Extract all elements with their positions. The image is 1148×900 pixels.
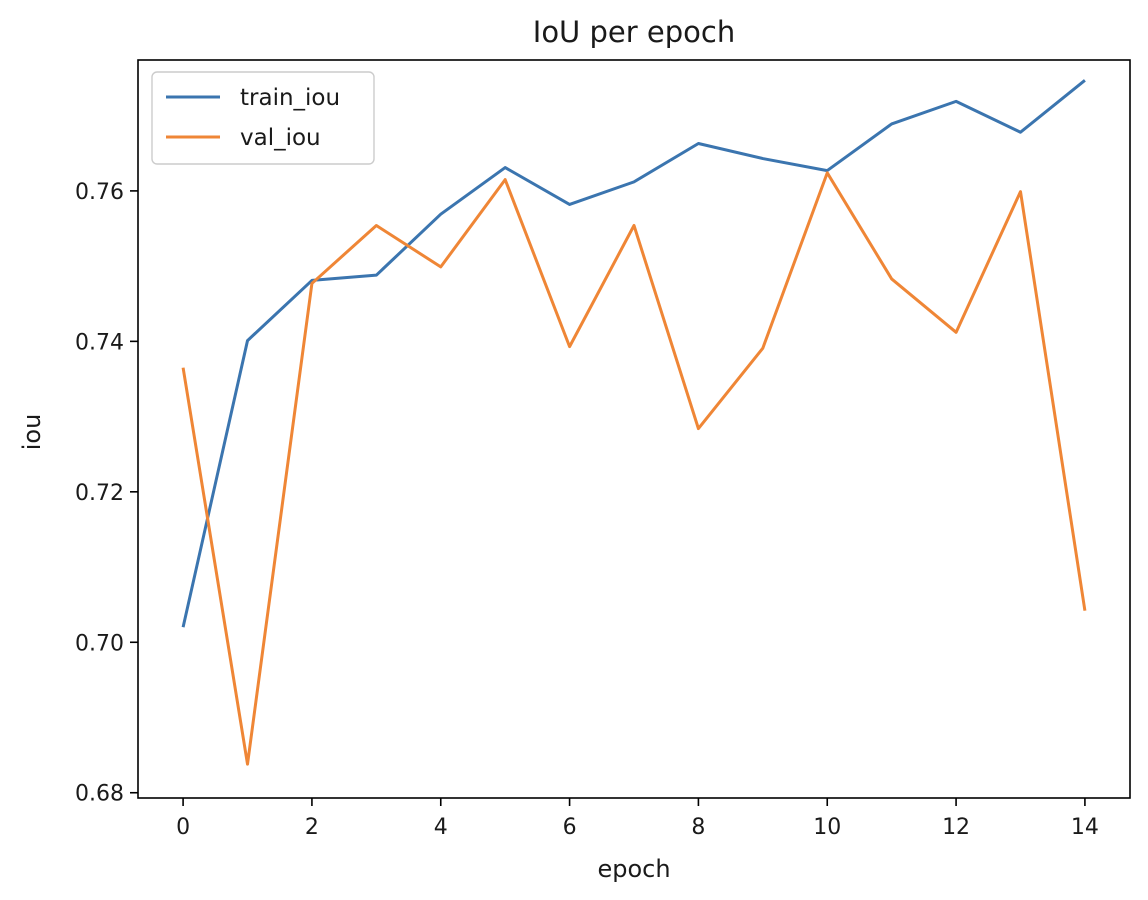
x-tick-label: 8 [691,815,705,840]
x-tick-label: 12 [942,815,970,840]
x-tick-label: 4 [434,815,448,840]
plot-frame [137,59,1131,799]
x-tick-label: 14 [1071,815,1099,840]
x-axis-label: epoch [597,855,670,883]
legend-label-train_iou: train_iou [240,85,340,111]
plot-area: 0 2 4 6 8 10 12 14 0.68 0.70 0.72 0.74 0.76 [75,59,1131,840]
legend-label-val_iou: val_iou [240,125,321,151]
x-tick-label: 2 [305,815,319,840]
chart-title: IoU per epoch [533,15,735,49]
series-line-train_iou [181,79,1086,628]
x-tick-label: 10 [813,815,841,840]
y-tick-label: 0.70 [75,631,124,656]
y-tick-label: 0.76 [75,180,124,205]
y-axis-label: iou [18,414,46,451]
y-tick-label: 0.68 [75,782,124,807]
legend-box [151,71,375,165]
y-tick-label: 0.74 [75,330,124,355]
y-tick-label: 0.72 [75,481,124,506]
x-tick-label: 6 [563,815,577,840]
series-line-val_iou [181,171,1087,766]
x-tick-label: 0 [176,815,190,840]
legend: train_iou val_iou [151,71,375,165]
